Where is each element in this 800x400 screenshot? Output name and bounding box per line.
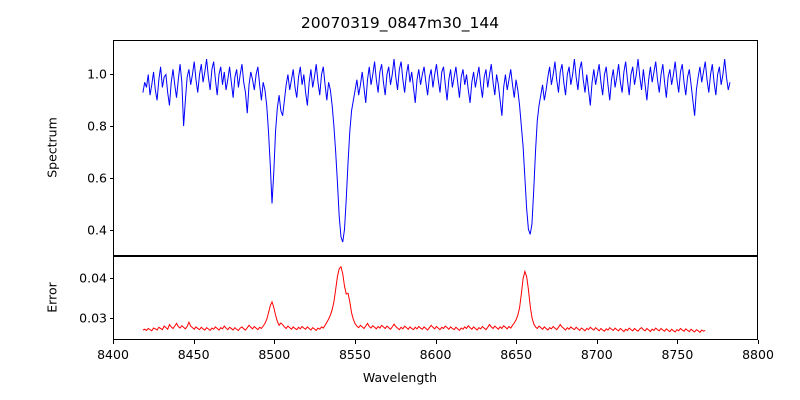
error-plot-panel (113, 256, 758, 340)
x-tick-mark (354, 340, 356, 344)
y-tick-mark (109, 125, 113, 127)
spectrum-plot-panel (113, 40, 758, 256)
x-tick-mark (758, 340, 760, 344)
x-tick-mark (274, 340, 276, 344)
x-tick-label: 8450 (177, 347, 210, 362)
error-axis-label: Error (44, 282, 60, 313)
x-tick-mark (677, 340, 679, 344)
spectrum-polyline (143, 59, 730, 242)
y-tick-label: 0.4 (87, 222, 107, 238)
y-tick-label: 0.8 (87, 118, 107, 134)
y-tick-mark (109, 318, 113, 320)
x-tick-mark (113, 340, 115, 344)
x-tick-label: 8650 (500, 347, 533, 362)
x-axis-label: Wavelength (362, 370, 438, 385)
x-tick-mark (516, 340, 518, 344)
spectrum-line-series (114, 41, 757, 255)
y-tick-label: 0.04 (79, 270, 107, 286)
y-tick-label: 0.03 (79, 310, 107, 326)
x-tick-label: 8750 (661, 347, 694, 362)
y-tick-label: 0.6 (87, 170, 107, 186)
x-tick-label: 8700 (580, 347, 613, 362)
error-polyline (143, 267, 705, 333)
y-tick-mark (109, 278, 113, 280)
x-tick-mark (193, 340, 195, 344)
x-tick-label: 8500 (258, 347, 291, 362)
x-tick-label: 8600 (419, 347, 452, 362)
x-tick-mark (596, 340, 598, 344)
y-tick-mark (109, 177, 113, 180)
page-title: 20070319_0847m30_144 (300, 14, 500, 32)
x-tick-mark (435, 340, 437, 344)
y-tick-mark (109, 229, 113, 232)
y-tick-mark (109, 73, 113, 75)
x-tick-label: 8550 (338, 347, 371, 362)
x-tick-label: 8800 (742, 347, 774, 362)
error-line-series (114, 257, 757, 339)
x-tick-label: 8400 (97, 347, 129, 362)
spectrum-axis-label: Spectrum (44, 117, 60, 178)
y-tick-label: 1.0 (87, 66, 107, 82)
